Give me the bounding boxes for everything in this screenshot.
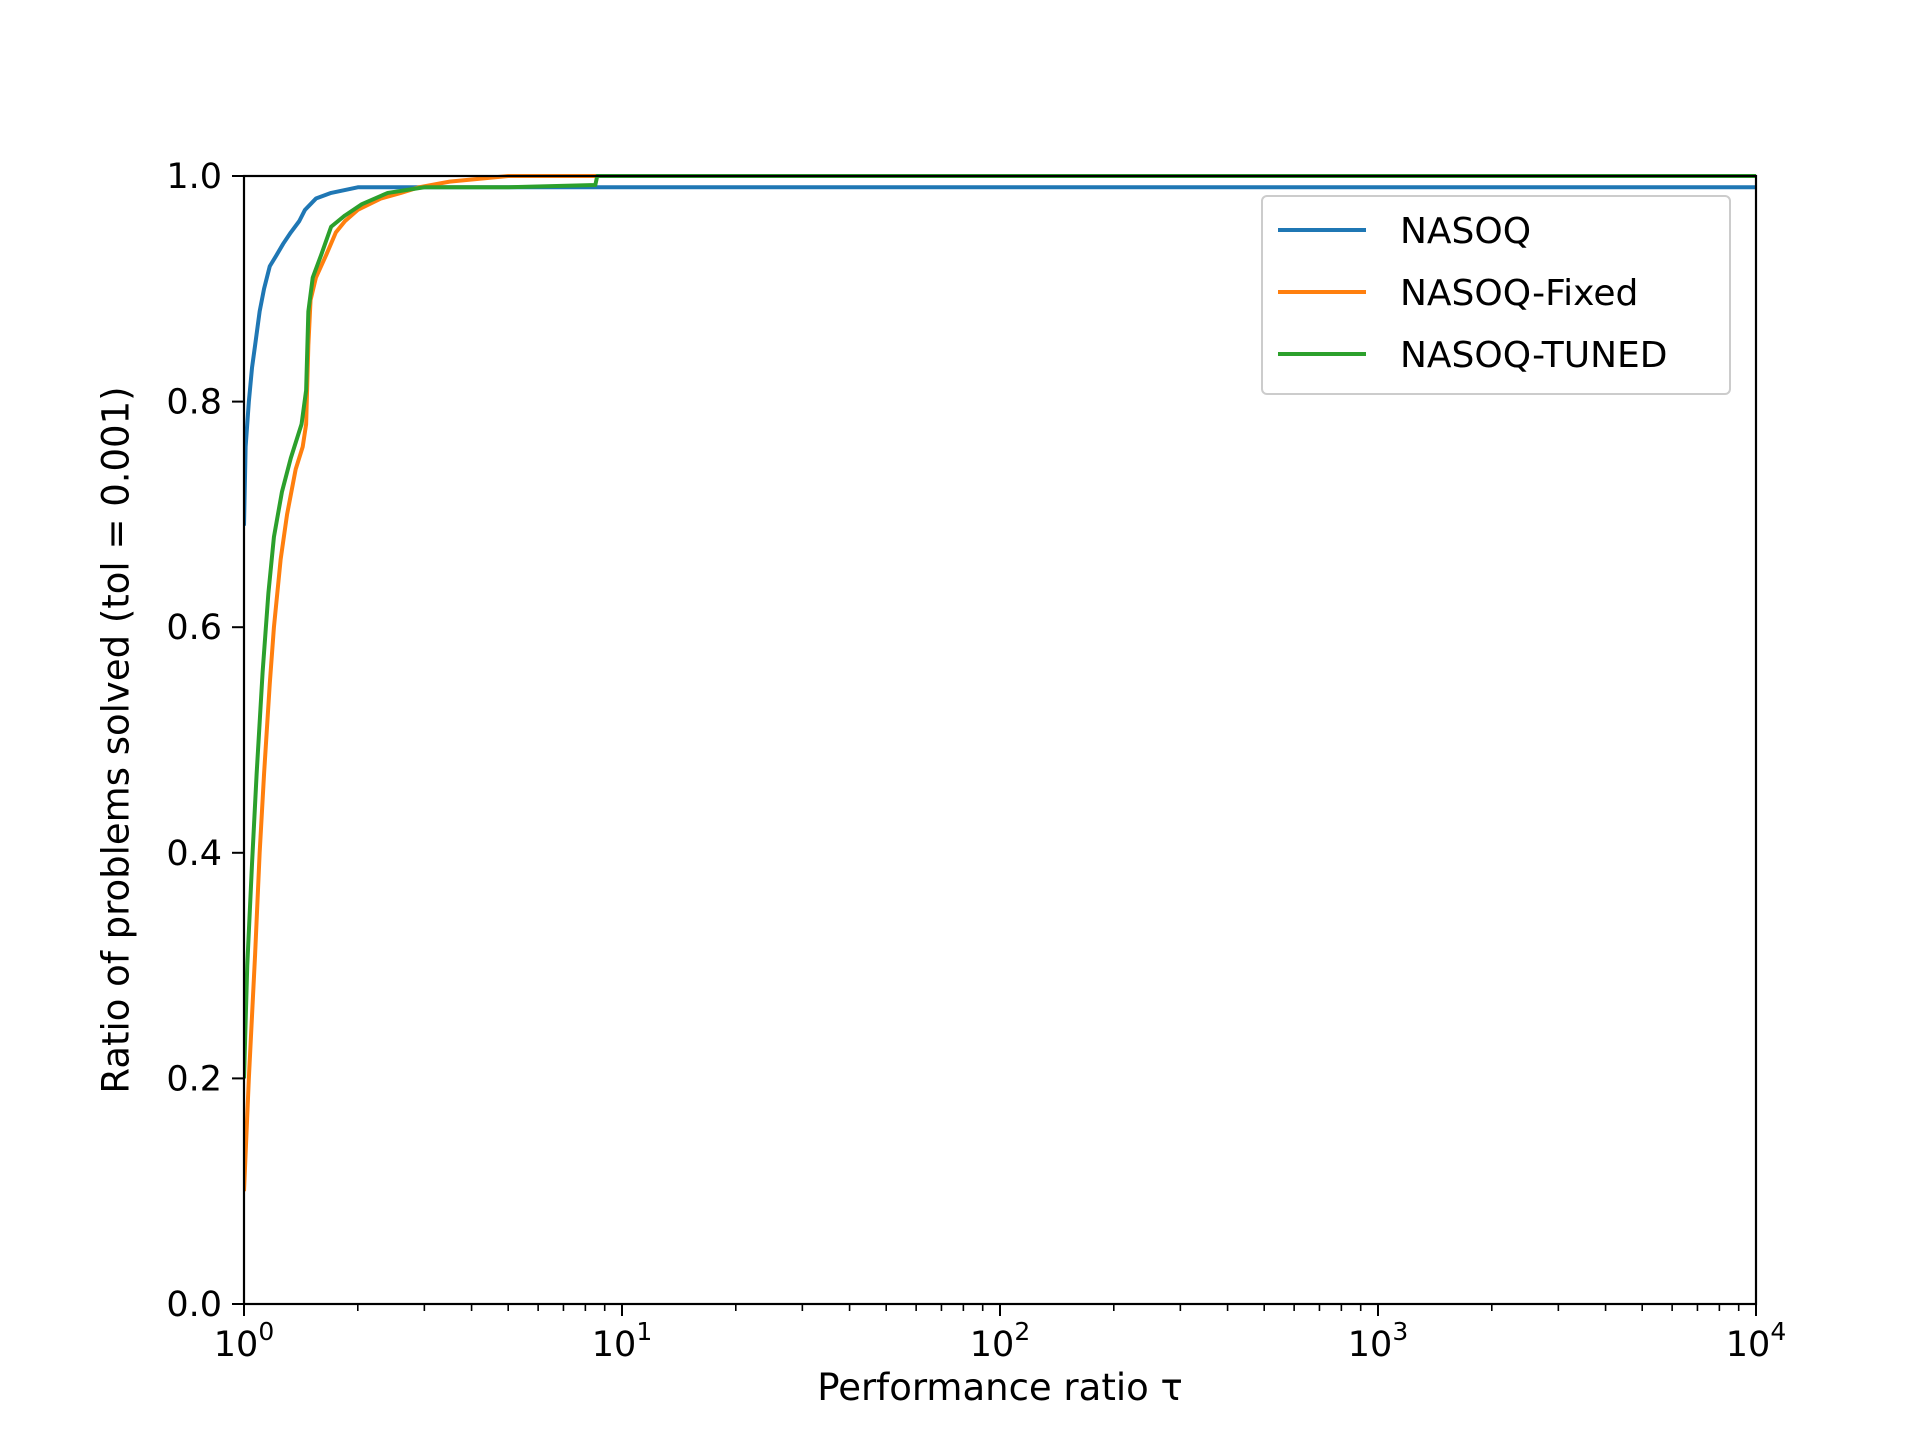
legend-label: NASOQ-TUNED xyxy=(1400,335,1668,376)
y-tick-label: 0.6 xyxy=(166,608,222,648)
series-layer xyxy=(244,174,1756,1192)
y-tick-label: 0.8 xyxy=(166,383,222,423)
series-line-1 xyxy=(244,185,1756,526)
x-axis-ticks: 100 101 102 103 104 xyxy=(214,1304,1786,1365)
x-tick-label: 101 xyxy=(592,1317,652,1365)
legend-label: NASOQ-Fixed xyxy=(1400,273,1638,314)
legend-item: NASOQ-Fixed xyxy=(1278,273,1638,314)
legend-item: NASOQ-TUNED xyxy=(1278,335,1668,376)
x-tick-label: 103 xyxy=(1348,1317,1408,1365)
x-tick-label: 104 xyxy=(1726,1317,1786,1365)
y-tick-label: 1.0 xyxy=(166,157,222,197)
x-tick-label: 102 xyxy=(970,1317,1030,1365)
series-line-3 xyxy=(244,174,1756,1079)
legend-item: NASOQ xyxy=(1278,211,1531,252)
x-axis-title: Performance ratio τ xyxy=(817,1366,1183,1409)
y-axis-ticks: 0.0 0.2 0.4 0.6 0.8 1.0 xyxy=(166,157,244,1325)
y-axis-title: Ratio of problems solved (tol = 0.001) xyxy=(95,386,138,1093)
legend: NASOQ NASOQ-Fixed NASOQ-TUNED xyxy=(1261,195,1731,395)
legend-box xyxy=(1261,195,1731,395)
y-tick-label: 0.2 xyxy=(166,1059,222,1099)
legend-label: NASOQ xyxy=(1400,211,1531,252)
y-tick-label: 0.0 xyxy=(166,1285,222,1325)
y-tick-label: 0.4 xyxy=(166,834,222,874)
x-tick-label: 100 xyxy=(214,1317,274,1365)
